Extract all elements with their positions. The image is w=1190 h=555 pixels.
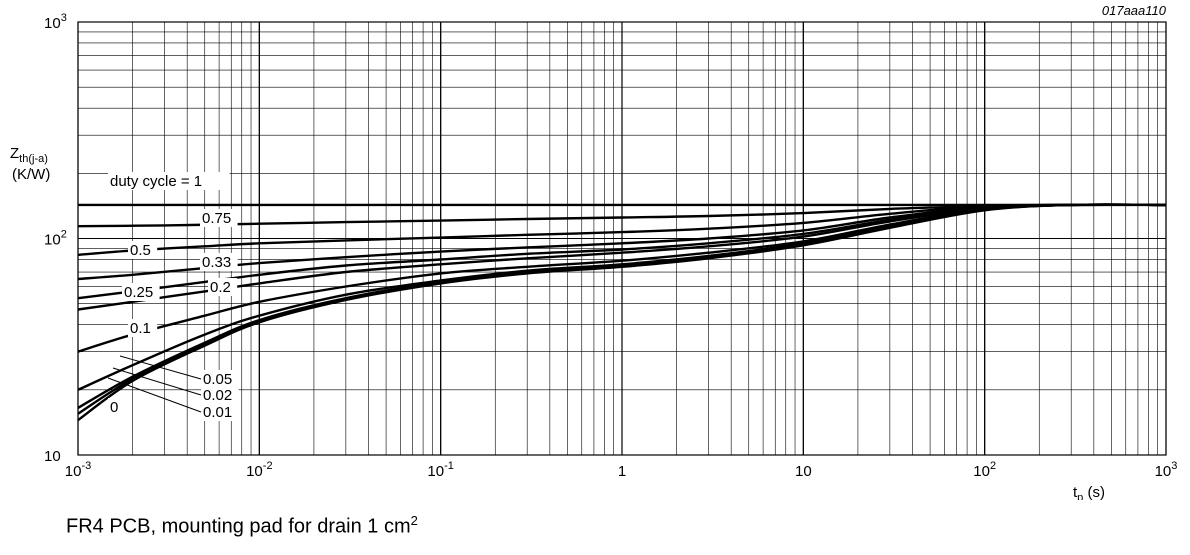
x-axis-label: tp (s) (1073, 484, 1105, 500)
curve-label-bg (201, 386, 239, 404)
curve-label-leader (107, 377, 202, 413)
curve-label-bg (201, 403, 239, 421)
curve-labels: duty cycle = 10.750.50.330.25 0.20.10.050… (107, 172, 239, 421)
x-tick-label-exp: 2 (990, 460, 996, 472)
curve-label-bg (128, 241, 158, 259)
x-tick-label-base: 10 (246, 463, 263, 480)
curve-label: 0.2 (210, 279, 231, 296)
series-line (77, 203, 1167, 422)
y-axis-label-sub: th(j-a) (19, 153, 48, 165)
curve-label-leader (112, 367, 202, 396)
curve-label-bg (128, 319, 158, 337)
x-axis-label-main: t (1073, 484, 1078, 500)
caption-superscript: 2 (410, 513, 418, 528)
x-tick-label-base: 10 (427, 463, 444, 480)
x-axis-label-sub: p (1077, 492, 1083, 500)
figure-caption: FR4 PCB, mounting pad for drain 1 cm2 (66, 513, 418, 539)
x-tick-label-base: 10 (973, 463, 990, 480)
curve-label: 0.5 (130, 242, 151, 259)
curve-label-bg (122, 283, 160, 301)
curve-label-bg (201, 370, 239, 388)
caption-text: FR4 PCB, mounting pad for drain 1 cm (66, 515, 411, 538)
x-tick-label-exp: -2 (263, 460, 273, 472)
figure-id: 017aaa110 (1102, 3, 1167, 18)
y-axis-label: Zth(j-a) (K/W) (10, 145, 52, 183)
x-tick-label-exp: 3 (1171, 460, 1177, 472)
x-axis-label-unit: (s) (1083, 484, 1105, 500)
x-tick-label: 10-3 (65, 460, 91, 480)
x-tick-label: 1 (618, 463, 626, 480)
y-axis-label-main: Z (10, 145, 19, 162)
x-tick-label: 10-2 (246, 460, 272, 480)
curve-label-bg (208, 278, 238, 296)
curve-label-leader (119, 355, 202, 380)
curve-label-bg (200, 253, 238, 271)
curve-label-bg (108, 172, 230, 190)
curve-label: 0.1 (130, 320, 151, 337)
y-tick-label: 10 (44, 448, 61, 465)
y-tick-label-base: 10 (44, 15, 61, 32)
curve-label: 0.01 (203, 404, 232, 421)
y-tick-label-exp: 2 (61, 229, 67, 241)
y-tick-label-base: 10 (44, 448, 61, 465)
x-tick-label: 103 (1155, 460, 1178, 480)
plot-frame (77, 21, 1167, 456)
x-tick-label-exp: -1 (444, 460, 454, 472)
x-tick-label-exp: -3 (81, 460, 91, 472)
curve-label: 0.02 (203, 387, 232, 404)
x-tick-label: 10 (795, 463, 812, 480)
y-tick-label: 103 (44, 12, 67, 32)
curve-label: 0.75 (202, 210, 231, 227)
y-tick-label-exp: 3 (61, 12, 67, 24)
curve-label: duty cycle = 1 (110, 173, 202, 190)
y-tick-label-base: 10 (44, 232, 61, 249)
x-tick-label-base: 10 (1155, 463, 1172, 480)
x-tick-label: 10-1 (427, 460, 453, 480)
curve-label-bg (108, 398, 121, 416)
curve-label: 0.25 (124, 284, 153, 301)
curve-label: 0.05 (203, 371, 232, 388)
thermal-impedance-chart: duty cycle = 10.750.50.330.25 0.20.10.050… (10, 3, 1177, 500)
grid-lines (77, 21, 1167, 456)
y-axis-label-unit: (K/W) (12, 166, 50, 183)
x-tick-label-base: 10 (65, 463, 82, 480)
curve-label-bg (200, 209, 238, 227)
curve-label: 0 (110, 399, 118, 416)
x-tick-label: 102 (973, 460, 996, 480)
curve-label: 0.33 (202, 254, 231, 271)
y-tick-label: 102 (44, 229, 67, 249)
x-tick-label-base: 1 (618, 463, 626, 480)
x-tick-label-base: 10 (795, 463, 812, 480)
